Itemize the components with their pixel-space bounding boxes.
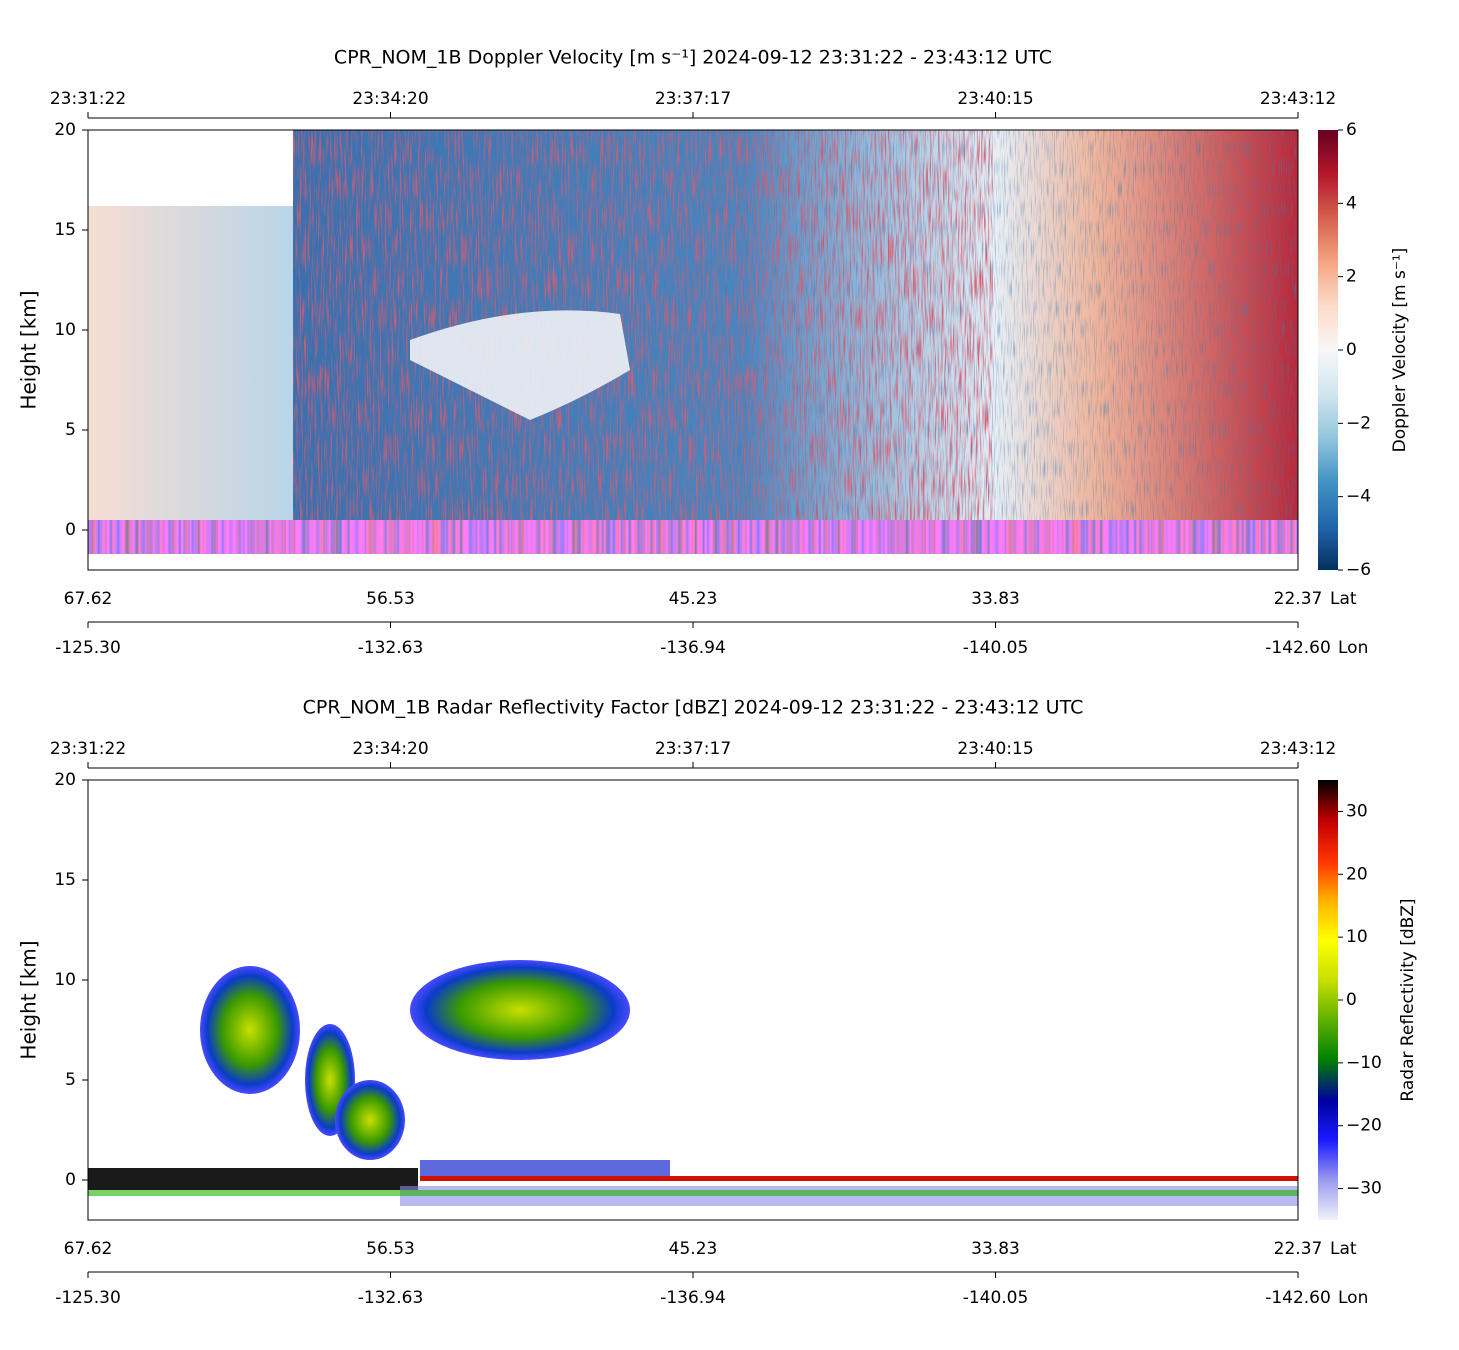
radar-cloud [410,960,630,1060]
colorbar-tick-label: 6 [1346,120,1357,140]
time-tick-label: 23:37:17 [655,89,731,109]
colorbar-label: Radar Reflectivity [dBZ] [1398,898,1418,1101]
panel: CPR_NOM_1B Radar Reflectivity Factor [dB… [17,697,1419,1309]
y-tick-label: 15 [54,870,76,890]
lat-tick-label: 56.53 [366,589,415,609]
radar-curtain [88,206,293,520]
lon-label: Lon [1338,1288,1368,1308]
surface-strip [420,1176,1298,1181]
lat-tick-label: 56.53 [366,1239,415,1259]
y-tick-label: 20 [54,770,76,790]
time-tick-label: 23:43:12 [1260,89,1336,109]
time-tick-label: 23:31:22 [50,739,126,759]
colorbar-tick-label: −20 [1346,1116,1382,1136]
colorbar-tick-label: 20 [1346,864,1368,884]
lon-tick-label: -136.94 [660,1288,726,1308]
lon-tick-label: -132.63 [358,638,424,658]
colorbar-tick-label: 4 [1346,193,1357,213]
lat-tick-label: 22.37 [1274,589,1323,609]
surface-strip [88,1168,418,1190]
lon-tick-label: -142.60 [1265,1288,1331,1308]
colorbar-tick-label: 0 [1346,340,1357,360]
radar-cloud [200,966,300,1094]
lat-tick-label: 22.37 [1274,1239,1323,1259]
colorbar-tick-label: −4 [1346,487,1371,507]
lon-tick-label: -125.30 [55,1288,121,1308]
colorbar-tick-label: −10 [1346,1053,1382,1073]
radar-curtain [410,310,630,420]
lat-label: Lat [1330,589,1357,609]
colorbar-tick-label: 0 [1346,990,1357,1010]
y-tick-label: 0 [65,520,76,540]
surface-strip [88,1190,1298,1196]
y-tick-label: 5 [65,420,76,440]
lat-tick-label: 33.83 [971,589,1020,609]
y-tick-label: 0 [65,1170,76,1190]
colorbar [1318,780,1338,1220]
time-tick-label: 23:31:22 [50,89,126,109]
chart-title: CPR_NOM_1B Doppler Velocity [m s⁻¹] 2024… [334,47,1052,69]
time-tick-label: 23:34:20 [352,739,428,759]
lon-tick-label: -140.05 [963,1288,1029,1308]
lon-tick-label: -125.30 [55,638,121,658]
colorbar-tick-label: −30 [1346,1179,1382,1199]
lat-tick-label: 33.83 [971,1239,1020,1259]
colorbar-tick-label: 30 [1346,801,1368,821]
time-tick-label: 23:34:20 [352,89,428,109]
radar-texture [293,130,1298,520]
lon-tick-label: -140.05 [963,638,1029,658]
lat-label: Lat [1330,1239,1357,1259]
colorbar-tick-label: −2 [1346,413,1371,433]
plot-frame [87,779,1299,1221]
y-tick-label: 10 [54,970,76,990]
panel: CPR_NOM_1B Doppler Velocity [m s⁻¹] 2024… [17,47,1411,659]
y-tick-label: 20 [54,120,76,140]
colorbar-tick-label: 2 [1346,267,1357,287]
chart-title: CPR_NOM_1B Radar Reflectivity Factor [dB… [303,697,1084,719]
y-tick-label: 10 [54,320,76,340]
lon-tick-label: -136.94 [660,638,726,658]
radar-cloud [335,1080,405,1160]
time-tick-label: 23:40:15 [957,739,1033,759]
lat-tick-label: 45.23 [669,1239,718,1259]
y-axis-label: Height [km] [17,940,41,1059]
colorbar [1318,130,1338,570]
colorbar-tick-label: 10 [1346,927,1368,947]
radar-cloud [420,1160,670,1178]
lat-tick-label: 45.23 [669,589,718,609]
y-axis-label: Height [km] [17,290,41,409]
lon-tick-label: -132.63 [358,1288,424,1308]
y-tick-label: 5 [65,1070,76,1090]
colorbar-label: Doppler Velocity [m s⁻¹] [1390,248,1410,453]
colorbar-tick-label: −6 [1346,560,1371,580]
lon-tick-label: -142.60 [1265,638,1331,658]
time-tick-label: 23:43:12 [1260,739,1336,759]
time-tick-label: 23:37:17 [655,739,731,759]
plot-frame [87,129,1299,571]
time-tick-label: 23:40:15 [957,89,1033,109]
surface-strip [88,520,1298,554]
lat-tick-label: 67.62 [64,1239,113,1259]
lon-label: Lon [1338,638,1368,658]
y-tick-label: 15 [54,220,76,240]
lat-tick-label: 67.62 [64,589,113,609]
